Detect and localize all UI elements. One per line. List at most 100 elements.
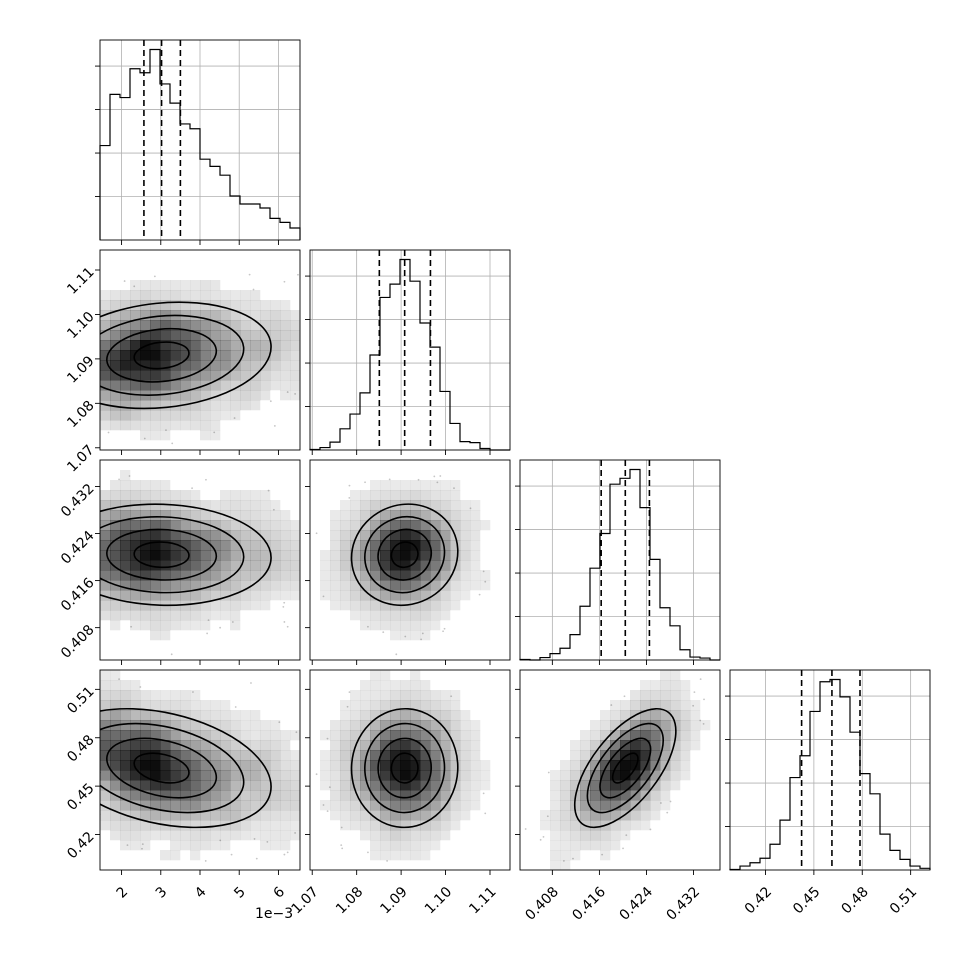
scatter-point [301,560,303,562]
scatter-point [395,653,398,656]
scatter-point [666,811,669,814]
density-cell [560,820,571,831]
density-cell [250,580,261,591]
density-cell [160,790,171,801]
density-cell [280,550,291,561]
density-cell [100,290,111,301]
scatter-point [98,741,100,743]
density-cell [600,840,611,851]
density-cell [170,850,181,861]
density-cell [120,290,131,301]
density-cell [220,610,231,621]
density-cell [160,780,171,791]
density-cell [660,760,671,771]
density-cell [140,580,151,591]
density-cell [140,700,151,711]
scatter-point [360,879,362,881]
density-cell [480,770,491,781]
scatter-point [315,588,317,590]
density-cell [200,320,211,331]
density-cell [290,380,300,391]
density-cell [430,520,441,531]
x-tick-label: 6 [270,884,288,902]
density-cell [230,500,241,511]
density-cell [670,740,681,751]
density-cell [160,500,171,511]
density-cell [150,530,161,541]
scatter-point [97,745,99,747]
density-cell [200,770,211,781]
density-cell [180,610,191,621]
density-cell [270,770,281,781]
density-cell [160,330,171,341]
scatter-point [300,347,302,349]
density-cell [360,720,371,731]
density-cell [210,730,221,741]
density-cell [450,700,461,711]
density-cell [220,360,231,371]
scatter-point [340,844,343,847]
density-cell [210,760,221,771]
density-cell [120,830,131,841]
contour-1 [106,737,218,799]
scatter-point [340,826,343,829]
density-cell [330,790,341,801]
density-cell [370,590,381,601]
density-cell [440,710,451,721]
density-cell [290,760,300,771]
density-cell [200,810,211,821]
density-cell [190,780,201,791]
density-cell [210,710,221,721]
density-cell [120,390,131,401]
density-cell [280,590,291,601]
density-cell [240,370,251,381]
density-cell [370,620,381,631]
density-cell [450,490,461,501]
scatter-point [439,475,442,477]
scatter-point [96,543,98,545]
density-cell [190,580,201,591]
density-cell [200,760,211,771]
scatter-point [547,771,550,774]
scatter-point [73,359,75,361]
density-cell [290,550,300,561]
density-cell [260,490,271,501]
density-cell [390,570,401,581]
density-cell [410,610,421,621]
density-cell [440,540,451,551]
density-cell [610,730,621,741]
density-cell [660,730,671,741]
density-cell [630,800,641,811]
density-cell [430,810,441,821]
density-cell [240,820,251,831]
scatter-point [315,570,317,572]
density-cell [480,520,491,531]
density-cell [260,520,271,531]
density-cell [190,310,201,321]
scatter-point [374,364,376,366]
scatter-point [97,516,99,518]
density-cell [290,810,300,821]
density-cell [460,540,471,551]
scatter-point [252,288,255,291]
scatter-point [92,350,94,352]
density-cell [420,710,431,721]
density-cell [580,780,591,791]
density-cell [230,550,241,561]
scatter-point [93,555,95,557]
density-cell [220,490,231,501]
density-cell [170,690,181,701]
histogram-3 [729,678,931,871]
density-cell [150,510,161,521]
density-cell [350,590,361,601]
scatter-point [98,748,100,750]
scatter-point [95,774,97,776]
scatter-point [98,759,100,761]
density-cell [100,300,111,311]
density-cell [580,750,591,761]
x-tick-label: 0.416 [569,884,609,924]
density-cell [280,300,291,311]
density-cell [390,540,401,551]
density-cell [280,360,291,371]
density-cell [430,730,441,741]
